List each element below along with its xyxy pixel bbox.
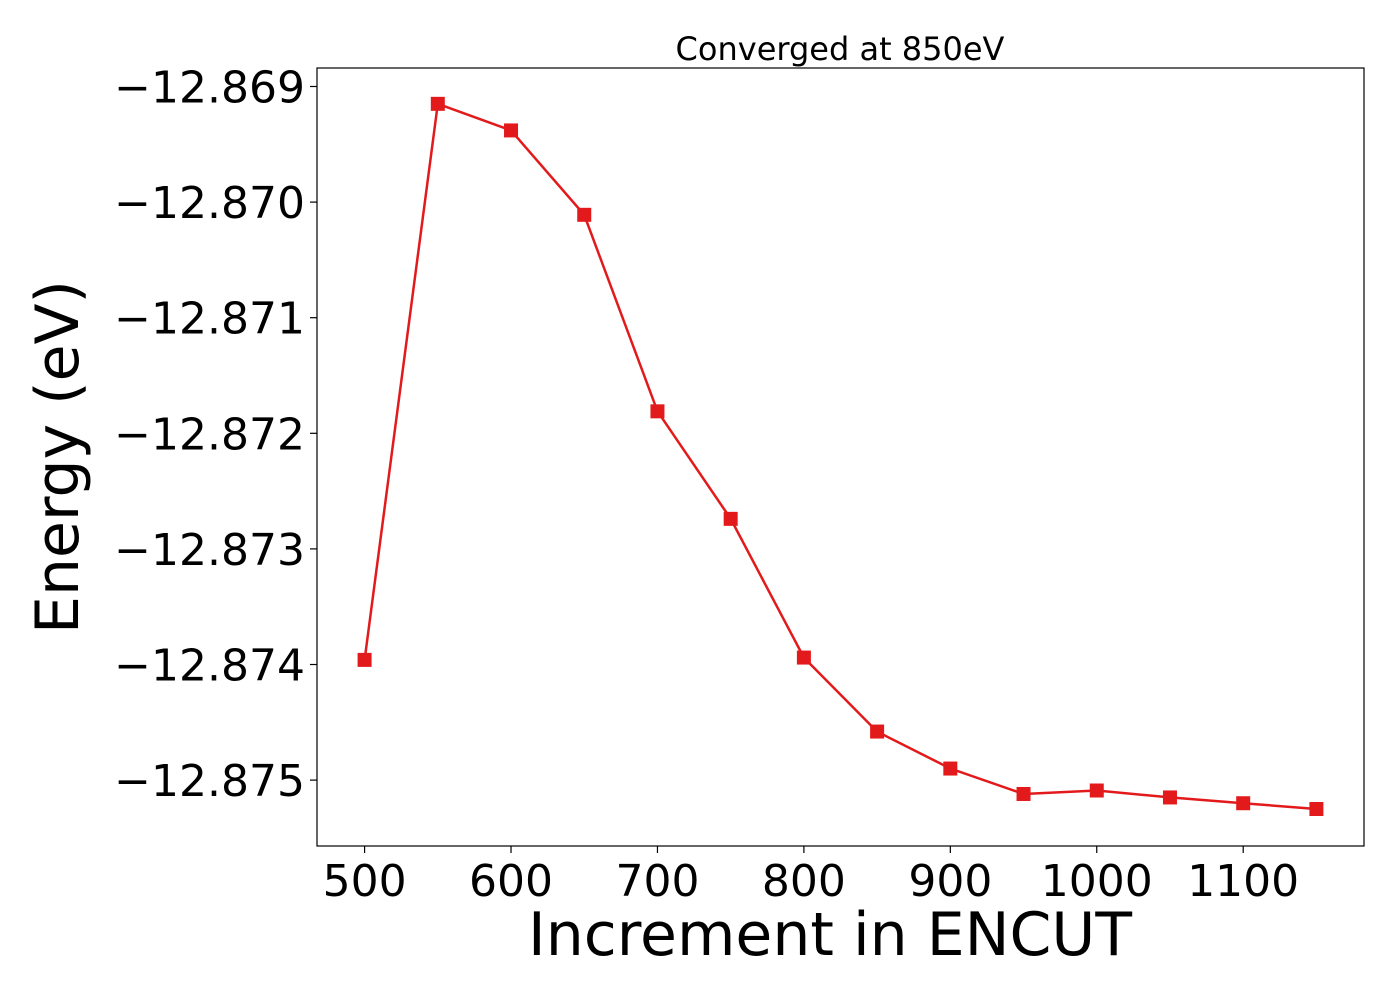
plot-frame <box>316 67 1365 847</box>
series-line <box>363 102 1317 811</box>
y-tick-label: −12.871 <box>114 294 305 345</box>
x-axis: 500 600 700 800 900 1000 1100 <box>323 846 1299 907</box>
data-point-marker <box>1016 786 1031 801</box>
chart-title: Converged at 850eV <box>676 30 1005 68</box>
data-point-marker <box>650 404 665 419</box>
data-point-marker <box>577 207 592 222</box>
x-tick-label: 500 <box>323 856 407 907</box>
data-point-marker <box>430 96 445 111</box>
y-axis-label: Energy (eV) <box>23 280 93 634</box>
y-tick-label: −12.872 <box>114 409 305 460</box>
x-tick-label: 700 <box>615 856 699 907</box>
x-tick-label: 1100 <box>1187 856 1299 907</box>
y-tick-label: −12.869 <box>114 62 305 113</box>
data-point-marker <box>1309 802 1324 817</box>
y-tick-label: −12.873 <box>114 525 305 576</box>
y-axis: −12.869 −12.870 −12.871 −12.872 −12.873 −12.8… <box>114 62 317 807</box>
y-tick-label: −12.870 <box>114 178 305 229</box>
data-point-marker <box>357 652 372 667</box>
data-point-marker <box>870 724 885 739</box>
data-point-marker <box>796 650 811 665</box>
data-point-marker <box>1162 790 1177 805</box>
data-point-marker <box>1236 796 1251 811</box>
x-tick-label: 800 <box>762 856 846 907</box>
data-point-marker <box>504 123 519 138</box>
data-point-marker <box>1089 783 1104 798</box>
x-tick-label: 600 <box>469 856 553 907</box>
x-axis-label: Increment in ENCUT <box>528 900 1132 970</box>
x-tick-label: 900 <box>908 856 992 907</box>
x-tick-label: 1000 <box>1041 856 1153 907</box>
y-tick-label: −12.875 <box>114 756 305 807</box>
series-layer <box>357 96 1324 817</box>
y-tick-label: −12.874 <box>114 641 305 692</box>
data-point-marker <box>943 761 958 776</box>
data-point-marker <box>723 511 738 526</box>
